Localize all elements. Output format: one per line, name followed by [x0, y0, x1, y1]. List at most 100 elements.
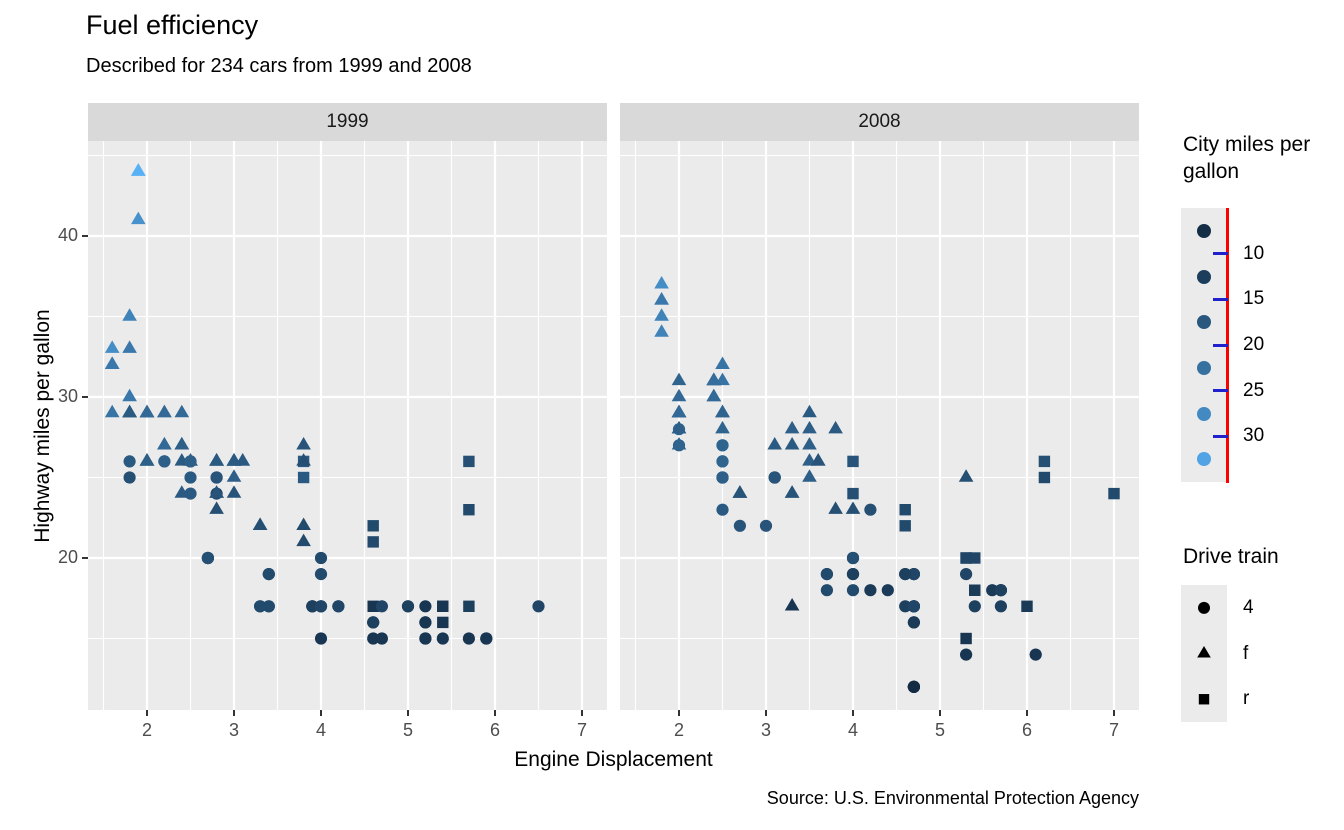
data-point [367, 536, 379, 548]
data-point [907, 680, 920, 693]
data-point [960, 568, 973, 581]
legend-tick-mark [1213, 297, 1228, 301]
data-point [671, 437, 687, 450]
x-tick-label: 3 [228, 720, 239, 740]
data-point [784, 420, 800, 434]
data-point [960, 552, 972, 564]
data-point [157, 437, 172, 450]
x-tick-label: 2 [673, 720, 684, 740]
data-point [314, 632, 328, 645]
data-point [139, 453, 155, 466]
data-point [131, 163, 146, 176]
data-point [784, 437, 800, 450]
data-point [994, 584, 1007, 597]
data-point [968, 600, 981, 613]
data-point [820, 568, 833, 581]
legend-tick-mark [1213, 343, 1228, 347]
data-point [419, 632, 432, 645]
data-point [252, 517, 268, 530]
legend-tick-label: 15 [1243, 288, 1265, 310]
data-point [847, 487, 859, 500]
data-point [768, 471, 781, 484]
data-point [296, 437, 311, 450]
data-point [864, 584, 877, 597]
data-point [210, 471, 223, 484]
data-point [262, 568, 275, 581]
data-point [706, 388, 722, 402]
data-point [810, 453, 826, 466]
data-point [226, 453, 242, 466]
data-point [375, 632, 388, 645]
facet-strip-1999: 1999 [88, 103, 607, 141]
data-point [715, 356, 730, 369]
scatter-canvas-2008 [620, 141, 1139, 710]
panel-2008 [620, 141, 1139, 710]
data-point [262, 600, 275, 613]
data-point [846, 568, 860, 581]
panel-1999 [88, 141, 607, 710]
data-point [671, 388, 687, 402]
data-point [802, 437, 817, 450]
data-point [716, 503, 729, 516]
data-point [184, 487, 197, 500]
data-point [104, 404, 120, 418]
data-point [296, 517, 311, 530]
legend-tick-mark [1213, 389, 1228, 393]
legend-city-mpg-title: City miles per gallon [1183, 133, 1311, 183]
square-key-icon [1198, 694, 1210, 705]
data-point [419, 600, 432, 613]
data-point [1108, 487, 1120, 500]
data-point [864, 503, 877, 516]
x-tick-mark [320, 710, 322, 716]
data-point [716, 471, 729, 484]
caption: Source: U.S. Environmental Protection Ag… [766, 788, 1139, 808]
data-point [174, 437, 190, 450]
data-point [671, 420, 687, 434]
data-point [332, 600, 345, 613]
data-point [802, 469, 817, 482]
x-tick-label: 5 [402, 720, 413, 740]
data-point [209, 453, 224, 466]
data-point [1038, 455, 1051, 468]
data-point [122, 340, 137, 353]
data-point [1038, 471, 1051, 484]
data-point [480, 632, 493, 645]
x-axis-title: Engine Displacement [514, 748, 713, 771]
data-point [314, 600, 328, 613]
legend-key-dot [1197, 360, 1211, 375]
x-tick-label: 7 [576, 720, 587, 740]
x-tick-label: 2 [141, 720, 152, 740]
data-point [784, 598, 800, 611]
data-point [104, 356, 120, 369]
data-point [437, 616, 449, 629]
legend-tick-mark [1213, 434, 1228, 438]
data-point [969, 552, 981, 564]
data-point [123, 471, 136, 484]
y-tick-label: 40 [57, 225, 78, 245]
facet-strip-label-1999: 1999 [326, 111, 369, 132]
data-point [715, 420, 730, 434]
data-point [209, 485, 224, 498]
data-point [907, 600, 920, 613]
chart-subtitle: Described for 234 cars from 1999 and 200… [86, 55, 472, 77]
data-point [960, 648, 973, 661]
data-point [122, 308, 137, 321]
data-point [784, 485, 800, 498]
data-point [123, 455, 136, 468]
data-point [463, 600, 475, 612]
data-point [994, 600, 1007, 613]
data-point [654, 308, 669, 321]
data-point [306, 600, 319, 613]
legend-drive-train-title: Drive train [1183, 545, 1279, 568]
data-point [1021, 600, 1033, 612]
legend-tick-mark [1213, 252, 1228, 256]
x-tick-label: 5 [934, 720, 945, 740]
data-point [706, 372, 722, 386]
x-tick-label: 4 [847, 720, 858, 740]
legend-tick-label: 30 [1243, 425, 1265, 447]
data-point [899, 568, 912, 581]
data-point [732, 485, 748, 498]
data-point [122, 404, 137, 418]
x-tick-label: 3 [760, 720, 771, 740]
data-point [401, 600, 415, 613]
